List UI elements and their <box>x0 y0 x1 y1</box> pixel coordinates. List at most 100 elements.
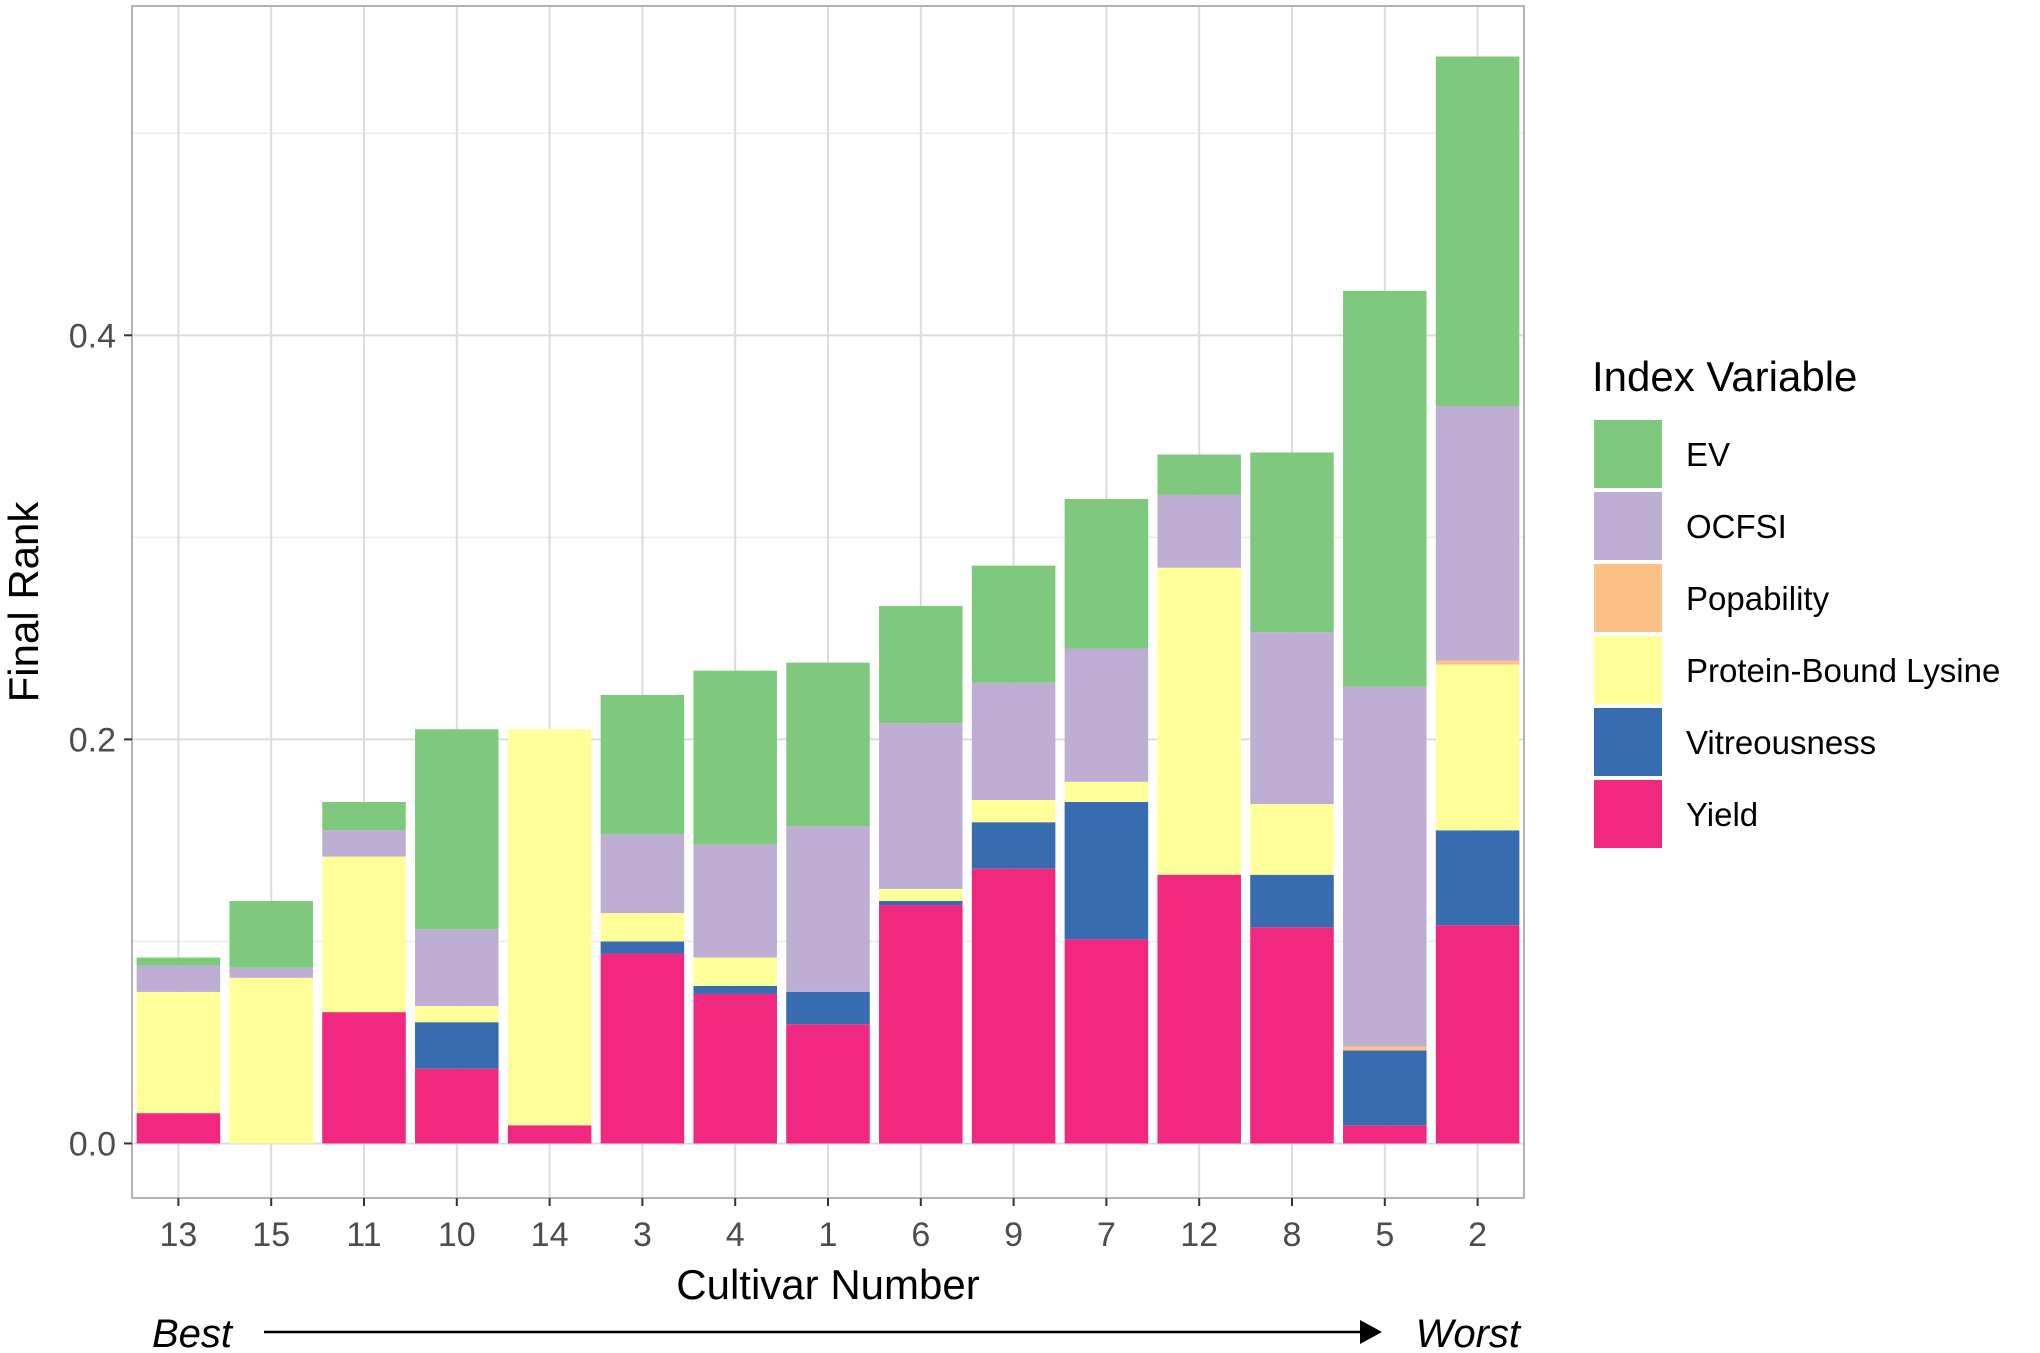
x-tick-label-14: 14 <box>531 1216 569 1254</box>
bar-protein-bound-lysine-cultivar-4: Protein-Bound Lysine: 0.014 <box>693 957 777 986</box>
x-tick-label-4: 4 <box>726 1216 745 1254</box>
y-axis-ticks: 0.0 0.2 0.4 <box>69 317 132 1163</box>
bar-yield-cultivar-10: Yield: 0.037 <box>415 1068 499 1144</box>
arrow-head-icon <box>1360 1320 1382 1344</box>
bar-yield-cultivar-3: Yield: 0.094 <box>600 953 685 1144</box>
bar-ocfsi-cultivar-7: OCFSI: 0.066 <box>1064 648 1149 782</box>
bar-ocfsi-cultivar-13: OCFSI: 0.013 <box>136 965 221 992</box>
bar-ev-cultivar-10: EV: 0.099 <box>415 729 499 930</box>
bar-yield-cultivar-11: Yield: 0.065 <box>322 1012 406 1144</box>
bar-ocfsi-cultivar-4: OCFSI: 0.056 <box>693 844 777 958</box>
bar-yield-cultivar-7: Yield: 0.101 <box>1064 939 1149 1144</box>
bar-ocfsi-cultivar-6: OCFSI: 0.082 <box>879 723 963 889</box>
bar-ev-cultivar-4: EV: 0.086 <box>693 670 777 845</box>
legend-label-ocfsi: OCFSI <box>1686 508 1787 545</box>
bar-protein-bound-lysine-cultivar-14: Protein-Bound Lysine: 0.196 <box>507 729 592 1126</box>
bar-vitreousness-cultivar-1: Vitreousness: 0.016 <box>786 991 870 1025</box>
bar-ocfsi-cultivar-12: OCFSI: 0.036 <box>1157 494 1241 568</box>
legend: Index Variable EV OCFSI Popability Protein-… <box>1592 353 2000 848</box>
x-tick-label-2: 2 <box>1468 1216 1487 1254</box>
bar-yield-cultivar-13: Yield: 0.015 <box>136 1113 221 1144</box>
x-tick-label-6: 6 <box>911 1216 930 1254</box>
y-axis-title: Final Rank <box>0 501 47 703</box>
legend-key-ev <box>1594 420 1662 488</box>
legend-title: Index Variable <box>1592 353 1857 400</box>
bar-protein-bound-lysine-cultivar-13: Protein-Bound Lysine: 0.06 <box>136 991 221 1114</box>
bar-vitreousness-cultivar-5: Vitreousness: 0.037 <box>1343 1050 1427 1126</box>
bar-ev-cultivar-15: EV: 0.033 <box>229 901 313 968</box>
bar-yield-cultivar-1: Yield: 0.059 <box>786 1024 870 1144</box>
bar-yield-cultivar-9: Yield: 0.136 <box>971 868 1056 1144</box>
x-tick-label-12: 12 <box>1180 1216 1218 1254</box>
bar-popability-cultivar-5: Popability: 0.002 <box>1343 1046 1427 1051</box>
legend-label-protein-bound-lysine: Protein-Bound Lysine <box>1686 652 2000 689</box>
legend-label-ev: EV <box>1686 436 1730 473</box>
worst-label: Worst <box>1416 1312 1522 1353</box>
bar-protein-bound-lysine-cultivar-6: Protein-Bound Lysine: 0.006 <box>879 888 963 902</box>
bar-ev-cultivar-6: EV: 0.058 <box>879 606 963 724</box>
x-axis-title: Cultivar Number <box>676 1261 979 1308</box>
bar-protein-bound-lysine-cultivar-9: Protein-Bound Lysine: 0.011 <box>971 799 1056 823</box>
bar-vitreousness-cultivar-3: Vitreousness: 0.006 <box>600 941 685 954</box>
bar-ocfsi-cultivar-8: OCFSI: 0.085 <box>1250 632 1334 805</box>
legend-label-yield: Yield <box>1686 796 1758 833</box>
bar-protein-bound-lysine-cultivar-3: Protein-Bound Lysine: 0.014 <box>600 913 685 942</box>
bar-ocfsi-cultivar-11: OCFSI: 0.013 <box>322 830 406 857</box>
bar-ev-cultivar-12: EV: 0.02 <box>1157 454 1241 495</box>
bar-vitreousness-cultivar-4: Vitreousness: 0.004 <box>693 985 777 994</box>
bar-protein-bound-lysine-cultivar-2: Protein-Bound Lysine: 0.082 <box>1435 664 1520 831</box>
x-tick-label-8: 8 <box>1283 1216 1302 1254</box>
bar-ocfsi-cultivar-15: OCFSI: 0.005 <box>229 967 313 978</box>
bar-ev-cultivar-3: EV: 0.069 <box>600 694 685 835</box>
bar-vitreousness-cultivar-6: Vitreousness: 0.002 <box>879 901 963 906</box>
bar-yield-cultivar-5: Yield: 0.009 <box>1343 1125 1427 1144</box>
legend-label-vitreousness: Vitreousness <box>1686 724 1876 761</box>
bar-yield-cultivar-4: Yield: 0.074 <box>693 993 777 1144</box>
bar-ocfsi-cultivar-1: OCFSI: 0.082 <box>786 826 870 992</box>
bar-yield-cultivar-2: Yield: 0.108 <box>1435 925 1520 1144</box>
y-tick-label: 0.4 <box>69 317 116 355</box>
bar-vitreousness-cultivar-9: Vitreousness: 0.023 <box>971 822 1056 869</box>
bar-ocfsi-cultivar-5: OCFSI: 0.178 <box>1343 686 1427 1047</box>
x-tick-label-11: 11 <box>346 1216 381 1254</box>
bar-vitreousness-cultivar-8: Vitreousness: 0.026 <box>1250 874 1334 928</box>
bar-ev-cultivar-2: EV: 0.173 <box>1435 56 1520 407</box>
x-tick-label-7: 7 <box>1097 1216 1116 1254</box>
bars: Yield: 0.015Protein-Bound Lysine: 0.06OC… <box>136 56 1520 1144</box>
x-tick-label-1: 1 <box>819 1216 838 1254</box>
bar-ocfsi-cultivar-10: OCFSI: 0.038 <box>415 929 499 1007</box>
legend-key-popability <box>1594 564 1662 632</box>
bar-vitreousness-cultivar-10: Vitreousness: 0.023 <box>415 1022 499 1069</box>
bar-protein-bound-lysine-cultivar-10: Protein-Bound Lysine: 0.008 <box>415 1006 499 1023</box>
bar-ev-cultivar-8: EV: 0.089 <box>1250 452 1334 633</box>
x-tick-label-3: 3 <box>633 1216 652 1254</box>
x-tick-label-10: 10 <box>438 1216 476 1254</box>
bar-yield-cultivar-12: Yield: 0.133 <box>1157 874 1241 1144</box>
x-tick-label-5: 5 <box>1375 1216 1394 1254</box>
bar-protein-bound-lysine-cultivar-8: Protein-Bound Lysine: 0.035 <box>1250 804 1334 875</box>
bar-ocfsi-cultivar-2: OCFSI: 0.126 <box>1435 406 1520 661</box>
bar-ev-cultivar-13: EV: 0.004 <box>136 957 221 966</box>
x-axis-ticks: 13 15 11 10 14 3 4 1 6 9 7 12 8 5 2 <box>159 1198 1487 1254</box>
bar-protein-bound-lysine-cultivar-7: Protein-Bound Lysine: 0.01 <box>1064 781 1149 803</box>
best-label: Best <box>152 1312 234 1353</box>
legend-key-ocfsi <box>1594 492 1662 560</box>
legend-label-popability: Popability <box>1686 580 1830 617</box>
bar-ev-cultivar-5: EV: 0.196 <box>1343 290 1427 687</box>
bar-ev-cultivar-7: EV: 0.074 <box>1064 498 1149 649</box>
bar-yield-cultivar-6: Yield: 0.118 <box>879 905 963 1144</box>
x-tick-label-9: 9 <box>1004 1216 1023 1254</box>
bar-protein-bound-lysine-cultivar-11: Protein-Bound Lysine: 0.077 <box>322 856 406 1013</box>
bar-yield-cultivar-14: Yield: 0.009 <box>507 1125 592 1144</box>
bar-protein-bound-lysine-cultivar-15: Protein-Bound Lysine: 0.082 <box>229 977 313 1144</box>
x-tick-label-13: 13 <box>159 1216 197 1254</box>
legend-key-yield <box>1594 780 1662 848</box>
best-worst-annotation: Best Worst <box>152 1312 1522 1353</box>
legend-key-vitreousness <box>1594 708 1662 776</box>
x-tick-label-15: 15 <box>252 1216 290 1254</box>
bar-ocfsi-cultivar-3: OCFSI: 0.039 <box>600 834 685 914</box>
bar-ev-cultivar-9: EV: 0.058 <box>971 565 1056 683</box>
bar-ocfsi-cultivar-9: OCFSI: 0.058 <box>971 682 1056 800</box>
bar-popability-cultivar-2: Popability: 0.002 <box>1435 660 1520 665</box>
